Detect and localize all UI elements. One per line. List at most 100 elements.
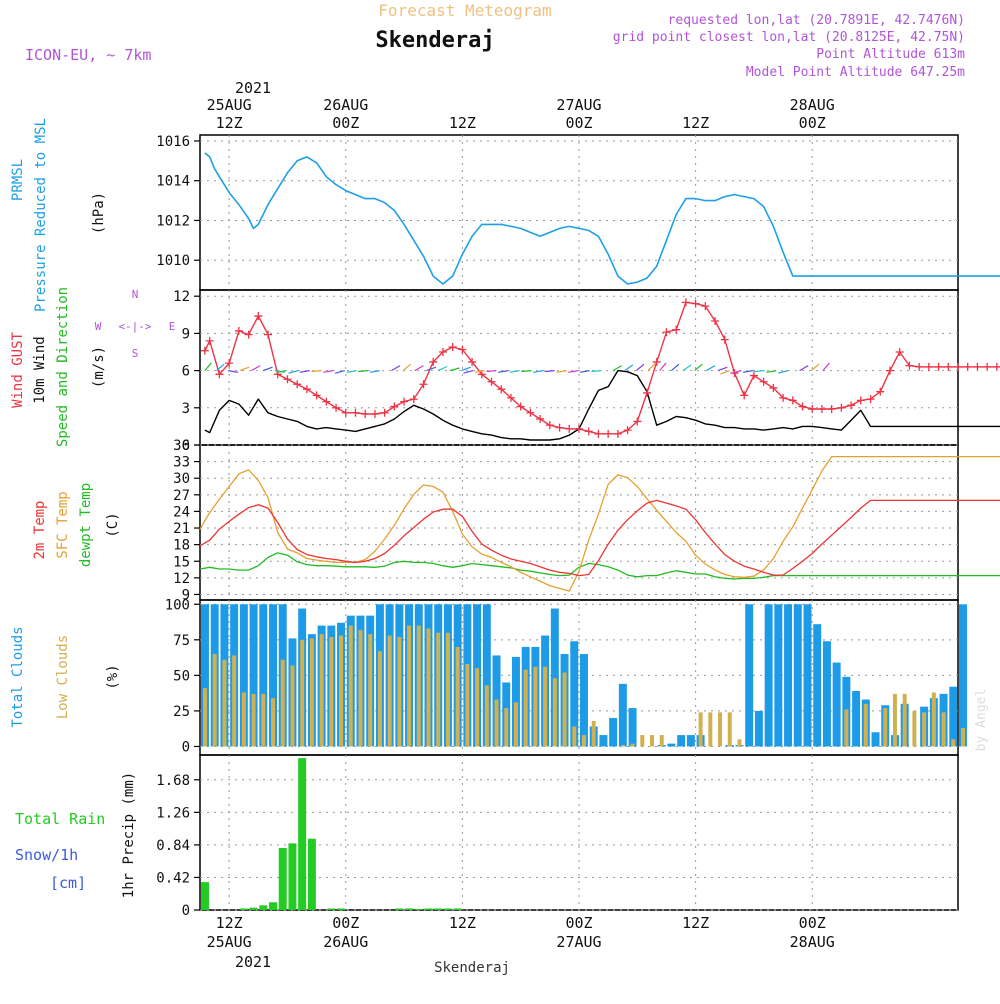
wind-direction-arrow: [369, 370, 380, 373]
wind-gust-marker: [779, 393, 788, 402]
compass-e: E: [169, 320, 176, 333]
wind-gust-marker: [944, 362, 953, 371]
super-title: Forecast Meteogram: [378, 1, 551, 20]
temp-y-tick-label: 27: [173, 488, 190, 504]
low-clouds-bar: [212, 654, 217, 747]
total-clouds-bar: [677, 735, 686, 747]
wind-gust-marker: [963, 362, 972, 371]
wind-gust-marker: [575, 424, 583, 433]
low-clouds-bar: [737, 739, 742, 747]
wind-gust-marker: [613, 429, 622, 438]
low-clouds-bar: [309, 638, 314, 747]
wind-direction-arrow: [486, 370, 497, 373]
low-clouds-bar: [552, 678, 557, 747]
low-clouds-bar: [319, 634, 324, 747]
low-clouds-bar: [232, 655, 237, 747]
temp-y-tick-label: 30: [173, 471, 190, 487]
low-clouds-bar: [300, 639, 305, 747]
compass-s: S: [132, 347, 139, 360]
wind-gust-marker: [438, 348, 447, 356]
clouds-label-line2: Low Clouds: [55, 635, 71, 719]
wind-gust-marker: [837, 403, 846, 412]
precip-y-tick-label: 1.68: [156, 773, 190, 789]
pressure-unit: (hPa): [91, 192, 107, 234]
wind-gust-marker: [468, 357, 477, 366]
low-clouds-bar: [883, 708, 888, 747]
dewpt-temp-series-line: [199, 552, 1000, 580]
wind-direction-arrow: [579, 370, 590, 373]
model-altitude: Model Point Altitude 647.25m: [746, 65, 965, 80]
low-clouds-bar: [844, 709, 849, 747]
wind-direction-arrow: [228, 370, 239, 373]
wind-gust-marker: [594, 429, 603, 438]
wind-gust-marker: [448, 343, 457, 352]
rain-bar: [269, 902, 277, 910]
low-clouds-bar: [358, 629, 363, 747]
total-clouds-bar: [949, 686, 958, 747]
wind-direction-arrow: [414, 365, 424, 372]
low-clouds-bar: [727, 712, 732, 747]
low-clouds-bar: [280, 659, 285, 747]
wind-gust-marker: [293, 380, 302, 389]
wind-gust-marker: [370, 410, 379, 418]
pressure-panel: 1010 1012 1014 1016: [156, 134, 959, 291]
rain-bar: [307, 838, 316, 910]
wind-direction-arrow: [509, 370, 520, 373]
low-clouds-bar: [572, 726, 577, 747]
wind-gust-marker: [487, 377, 496, 386]
precip-label-line2: Snow/1h: [15, 846, 78, 864]
wind-y-tick-label: 6: [182, 364, 190, 380]
rain-bar: [453, 908, 462, 910]
wind-direction-arrow: [449, 367, 460, 372]
wind-y-tick-label: 0: [182, 438, 190, 454]
compass-rose: N S W E <-|->: [95, 288, 176, 360]
low-clouds-bar: [387, 635, 392, 747]
rain-bar: [201, 882, 209, 910]
low-clouds-bar: [698, 712, 703, 747]
wind-gust-marker: [429, 357, 438, 366]
total-clouds-bar: [239, 604, 248, 747]
wind-gust-marker: [798, 402, 807, 411]
low-clouds-bar: [902, 693, 907, 747]
wind-gust-marker: [254, 312, 263, 321]
clouds-y-tick-label: 50: [173, 668, 190, 684]
bottom-date-label: 28AUG: [790, 933, 835, 951]
temp-y-tick-label: 15: [173, 554, 190, 570]
rain-bar: [434, 908, 443, 910]
wind-gust-marker: [788, 396, 797, 405]
wind-direction-arrow: [612, 365, 622, 372]
wind-direction-arrow: [323, 370, 334, 373]
temp-y-tick-label: 9: [182, 587, 190, 603]
low-clouds-bar: [513, 702, 518, 747]
rain-bar: [239, 908, 248, 910]
rain-bar: [395, 908, 404, 910]
wind-side-labels: Wind GUST 10m Wind Speed and Direction (…: [10, 287, 175, 447]
total-clouds-bar: [580, 654, 588, 747]
clouds-panel: 0 25 50 75 100: [165, 597, 959, 756]
rain-bar: [424, 908, 433, 910]
wind-direction-arrow: [556, 370, 567, 373]
top-date-label: 27AUG: [556, 96, 601, 114]
rain-bar: [259, 905, 268, 910]
wind-gust-marker: [934, 362, 943, 371]
low-clouds-bar: [397, 636, 402, 747]
wind-direction-arrow: [461, 366, 472, 372]
wind-gust-marker: [351, 408, 360, 417]
wind-gust-marker: [312, 391, 321, 400]
wind-direction-arrow: [568, 370, 579, 373]
bottom-hour-label: 12Z: [682, 914, 709, 932]
temp-side-labels: 2m Temp SFC Temp dewpt Temp (C): [32, 483, 121, 567]
wind-gust-marker: [740, 391, 749, 400]
wind-gust-marker: [662, 328, 671, 337]
rain-bar: [298, 758, 307, 910]
rain-bar: [278, 848, 287, 910]
clouds-side-labels: Total Clouds Low Clouds (%): [10, 626, 121, 727]
low-clouds-bar: [436, 632, 441, 747]
precip-unit: 1hr Precip (mm): [121, 772, 137, 898]
low-clouds-bar: [931, 692, 936, 747]
temp-y-tick-label: 36: [173, 438, 190, 454]
wind-gust-marker: [973, 362, 982, 371]
low-clouds-bar: [640, 735, 645, 747]
wind-gust-marker: [856, 396, 865, 405]
